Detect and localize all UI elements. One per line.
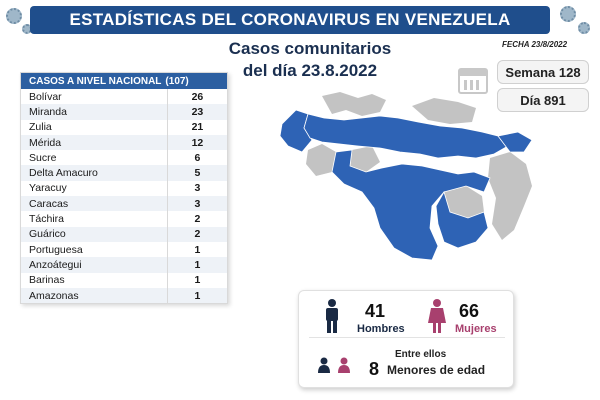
table-row: Amazonas 1 bbox=[21, 287, 227, 304]
table-row: Caracas 3 bbox=[21, 196, 227, 212]
table-row: Miranda 23 bbox=[21, 104, 227, 120]
table-row: Bolívar 26 bbox=[21, 89, 227, 105]
day-badge: Día 891 bbox=[497, 88, 589, 112]
calendar-icon bbox=[458, 68, 488, 94]
state-value: 1 bbox=[194, 274, 201, 287]
cases-table: CASOS A NIVEL NACIONAL (107) Bolívar 26 Mi… bbox=[20, 72, 228, 305]
minors-count: 8 bbox=[369, 359, 380, 379]
map-region-blue bbox=[497, 131, 533, 153]
state-value: 3 bbox=[194, 182, 201, 195]
divider bbox=[309, 337, 505, 338]
state-value: 5 bbox=[194, 167, 201, 180]
state-value: 2 bbox=[194, 228, 201, 241]
virus-icon bbox=[6, 8, 22, 24]
woman-icon bbox=[428, 299, 446, 333]
state-value: 21 bbox=[191, 121, 204, 134]
women-label: Mujeres bbox=[455, 323, 497, 335]
table-row: Delta Amacuro 5 bbox=[21, 165, 227, 181]
map-region-gray bbox=[488, 152, 532, 240]
state-name: Miranda bbox=[29, 105, 67, 118]
state-value: 23 bbox=[191, 105, 204, 118]
table-header-total: (107) bbox=[165, 75, 189, 87]
entre-label: Entre ellos bbox=[395, 349, 447, 360]
table-row: Anzoátegui 1 bbox=[21, 257, 227, 273]
venezuela-map bbox=[279, 92, 533, 261]
man-icon bbox=[326, 299, 338, 333]
state-value: 6 bbox=[194, 151, 201, 164]
state-value: 2 bbox=[194, 213, 201, 226]
table-header: CASOS A NIVEL NACIONAL (107) bbox=[21, 73, 227, 89]
map-region-blue bbox=[331, 149, 491, 261]
state-name: Portuguesa bbox=[29, 243, 83, 256]
table-row: Zulia 21 bbox=[21, 119, 227, 135]
state-name: Delta Amacuro bbox=[29, 167, 98, 180]
map-region-blue bbox=[303, 113, 509, 159]
page-header: ESTADÍSTICAS DEL CORONAVIRUS EN VENEZUEL… bbox=[30, 6, 550, 34]
state-value: 3 bbox=[194, 197, 201, 210]
state-name: Amazonas bbox=[29, 289, 79, 302]
virus-icon bbox=[578, 22, 590, 34]
state-name: Mérida bbox=[29, 136, 62, 149]
state-name: Barinas bbox=[29, 274, 65, 287]
map-region-blue bbox=[435, 190, 489, 249]
map-region-gray bbox=[412, 98, 476, 124]
table-row: Yaracuy 3 bbox=[21, 180, 227, 197]
map-region-gray bbox=[322, 92, 386, 116]
week-badge: Semana 128 bbox=[497, 60, 589, 84]
state-value: 26 bbox=[191, 90, 204, 103]
women-count: 66 bbox=[459, 301, 480, 321]
state-value: 12 bbox=[191, 136, 204, 149]
state-name: Táchira bbox=[29, 213, 65, 226]
subtitle-line1: Casos comunitarios bbox=[228, 39, 392, 58]
state-value: 1 bbox=[194, 289, 201, 302]
table-header-label: CASOS A NIVEL NACIONAL bbox=[29, 75, 162, 87]
map-region-gray bbox=[306, 144, 336, 176]
demographics-box: 41 Hombres 66 Mujeres Entre ellos 8 Meno… bbox=[298, 290, 514, 388]
table-body: Bolívar 26 Miranda 23 Zulia 21 Mérida 12 Sucre 6 D… bbox=[21, 89, 227, 304]
table-row: Portuguesa 1 bbox=[21, 241, 227, 258]
men-count: 41 bbox=[365, 301, 386, 321]
children-icon bbox=[318, 357, 350, 373]
state-value: 1 bbox=[194, 243, 201, 256]
subtitle-line2: del día 23.8.2022 bbox=[242, 61, 378, 80]
state-value: 1 bbox=[194, 258, 201, 271]
table-row: Barinas 1 bbox=[21, 272, 227, 288]
map-region-gray bbox=[350, 146, 380, 172]
state-name: Anzoátegui bbox=[29, 258, 82, 271]
men-label: Hombres bbox=[357, 323, 405, 335]
table-row: Guárico 2 bbox=[21, 226, 227, 242]
state-name: Caracas bbox=[29, 197, 69, 210]
virus-icon bbox=[560, 6, 576, 22]
state-name: Guárico bbox=[29, 228, 66, 241]
table-row: Sucre 6 bbox=[21, 150, 227, 166]
map-region-blue bbox=[279, 109, 313, 153]
page-title: ESTADÍSTICAS DEL CORONAVIRUS EN VENEZUEL… bbox=[69, 10, 511, 29]
state-name: Bolívar bbox=[29, 90, 62, 103]
state-name: Zulia bbox=[29, 121, 52, 134]
map-region-gray bbox=[444, 186, 484, 218]
table-row: Mérida 12 bbox=[21, 134, 227, 151]
state-name: Yaracuy bbox=[29, 182, 67, 195]
state-name: Sucre bbox=[29, 151, 57, 164]
subtitle: Casos comunitarios del día 23.8.2022 bbox=[200, 38, 420, 82]
minors-label: Menores de edad bbox=[387, 363, 486, 377]
table-row: Táchira 2 bbox=[21, 211, 227, 227]
date-label: FECHA 23/8/2022 bbox=[502, 40, 568, 49]
